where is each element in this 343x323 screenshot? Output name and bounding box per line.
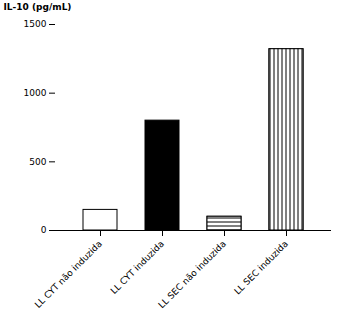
svg-text:LL SEC não induzida: LL SEC não induzida <box>156 239 227 310</box>
svg-text:LL CYT induzida: LL CYT induzida <box>109 239 166 296</box>
svg-text:LL CYT não induzida: LL CYT não induzida <box>33 239 104 310</box>
svg-text:LL SEC induzida: LL SEC induzida <box>232 239 290 297</box>
svg-text:IL-10 (pg/mL): IL-10 (pg/mL) <box>4 2 72 12</box>
svg-text:0: 0 <box>41 225 47 235</box>
svg-text:1000: 1000 <box>24 88 47 98</box>
svg-text:1500: 1500 <box>24 19 47 29</box>
svg-text:500: 500 <box>29 157 46 167</box>
